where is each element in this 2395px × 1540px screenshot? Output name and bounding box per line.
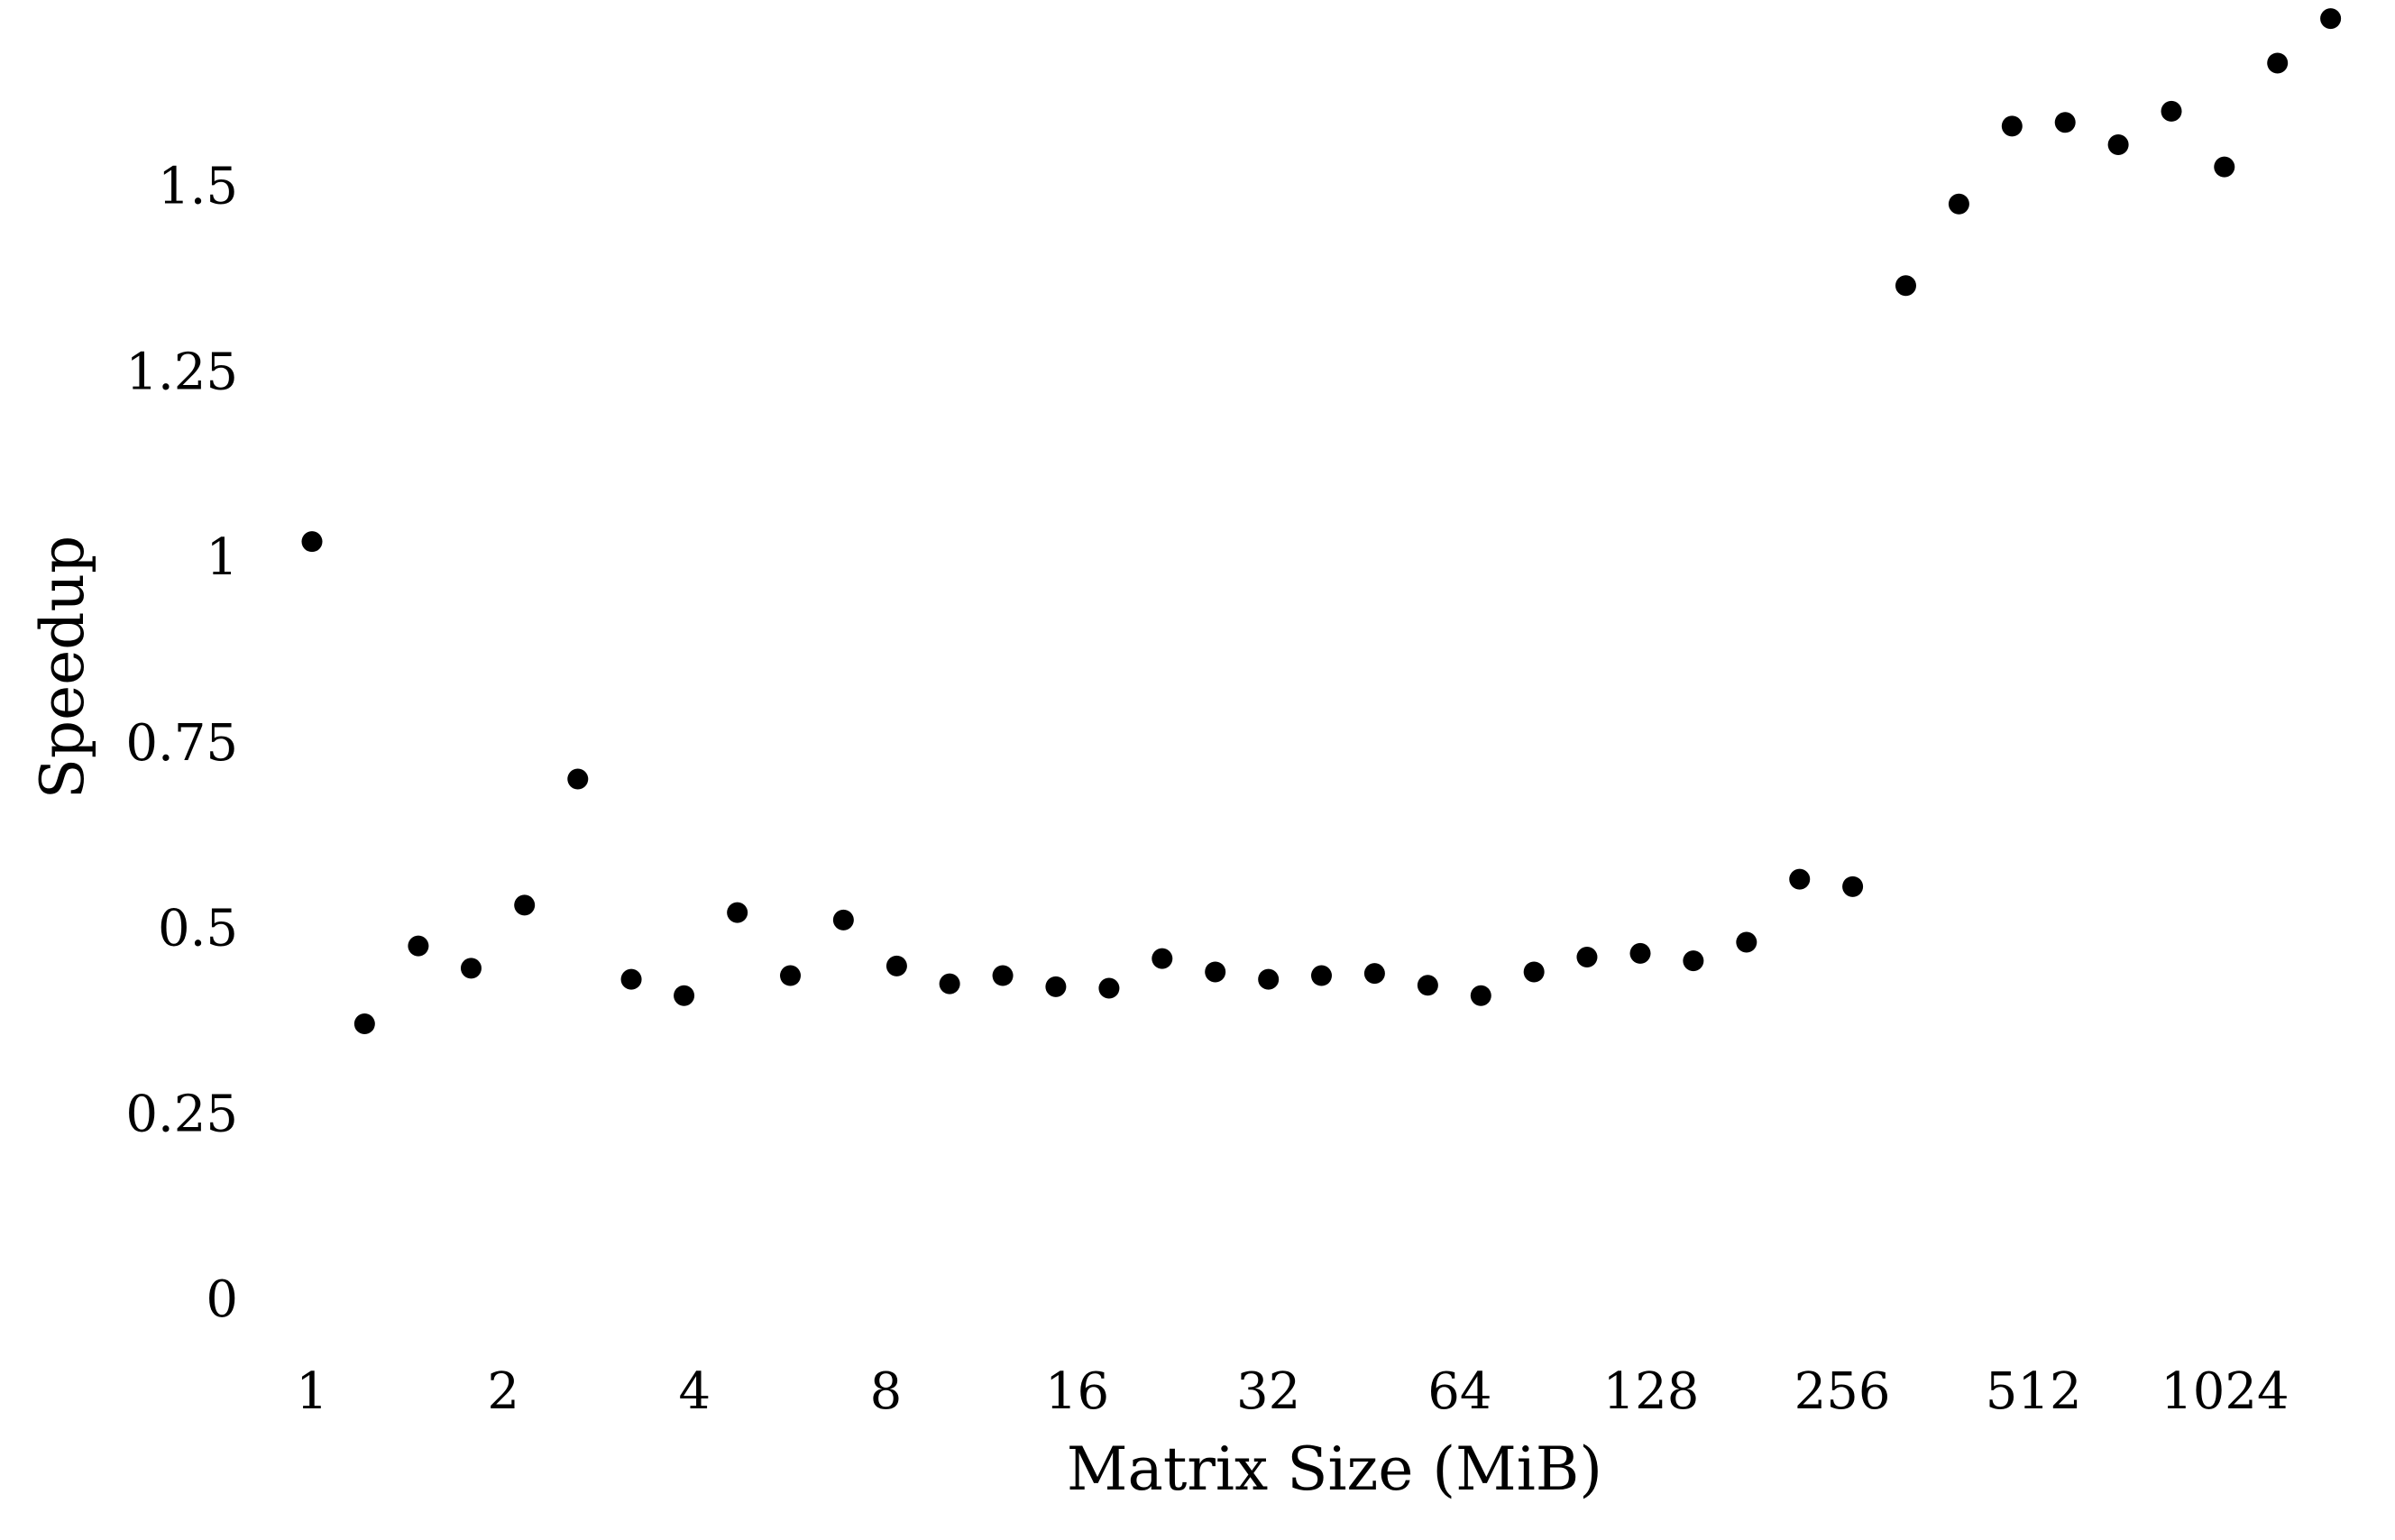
data-point (2054, 112, 2076, 133)
x-tick-label: 512 (1986, 1362, 2082, 1421)
x-tick-label: 16 (1045, 1362, 1109, 1421)
data-point (1895, 275, 1916, 297)
y-tick-label: 0.5 (158, 900, 238, 958)
y-tick-label: 1 (206, 528, 238, 587)
data-point (1152, 948, 1173, 969)
data-point (1310, 965, 1332, 986)
y-axis-label: Speedup (28, 536, 97, 800)
data-point (1683, 950, 1704, 972)
data-point (1045, 976, 1067, 997)
data-point (301, 531, 323, 553)
data-point (514, 894, 536, 916)
data-point (620, 968, 642, 990)
data-point (1098, 977, 1120, 999)
data-point (567, 768, 589, 790)
data-point (2214, 156, 2235, 178)
y-tick-label: 0.25 (125, 1085, 238, 1143)
x-tick-label: 4 (678, 1362, 711, 1421)
data-points (301, 8, 2342, 1035)
data-point (2107, 133, 2129, 155)
data-point (1258, 968, 1280, 990)
x-tick-label: 8 (870, 1362, 903, 1421)
data-point (1417, 975, 1438, 996)
x-tick-label: 2 (487, 1362, 519, 1421)
x-axis-ticks: 1 2 4 8 16 32 64 128 256 512 1024 (296, 1362, 2289, 1421)
data-point (992, 965, 1014, 986)
data-point (1629, 942, 1651, 964)
y-tick-label: 1.25 (125, 343, 238, 401)
data-point (674, 985, 695, 1006)
data-point (1205, 961, 1226, 983)
data-point (353, 1013, 375, 1035)
data-point (939, 973, 960, 995)
data-point (1363, 963, 1385, 985)
y-tick-label: 1.5 (158, 158, 238, 216)
data-point (2267, 52, 2289, 74)
data-point (1470, 985, 1491, 1006)
data-point (1523, 961, 1545, 983)
data-point (2161, 100, 2182, 122)
data-point (1842, 875, 1864, 897)
x-tick-label: 1 (296, 1362, 328, 1421)
y-tick-label: 0 (206, 1270, 238, 1329)
data-point (1736, 931, 1757, 953)
data-point (1576, 946, 1598, 967)
x-tick-label: 32 (1236, 1362, 1300, 1421)
x-tick-label: 128 (1603, 1362, 1700, 1421)
data-point (727, 902, 748, 923)
y-axis-ticks: 0 0.25 0.5 0.75 1 1.25 1.5 (125, 158, 238, 1329)
data-point (780, 965, 802, 986)
data-point (408, 935, 429, 957)
data-point (460, 958, 482, 979)
data-point (1948, 193, 1969, 215)
x-tick-label: 64 (1427, 1362, 1491, 1421)
x-tick-label: 256 (1794, 1362, 1891, 1421)
data-point (2320, 8, 2342, 30)
data-point (832, 909, 854, 930)
x-tick-label: 1024 (2161, 1362, 2289, 1421)
data-point (1789, 868, 1811, 890)
data-point (2001, 115, 2023, 137)
data-point (886, 955, 907, 976)
x-axis-label: Matrix Size (MiB) (1067, 1435, 1602, 1504)
y-tick-label: 0.75 (125, 714, 238, 773)
